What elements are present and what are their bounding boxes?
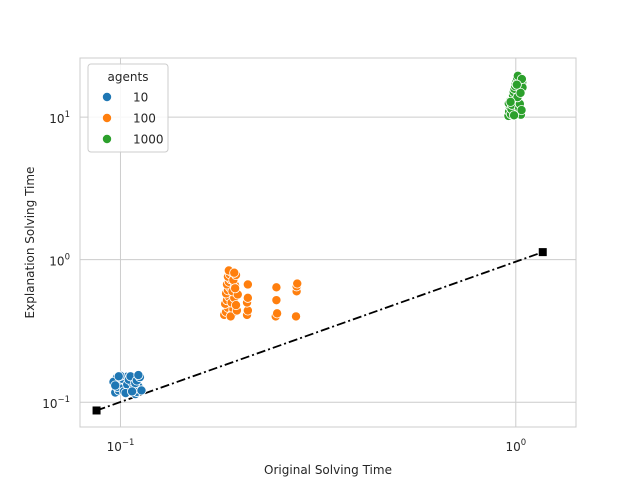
legend-marker-10 bbox=[102, 92, 113, 103]
reference-marker bbox=[538, 248, 547, 257]
reference-line-group bbox=[92, 248, 547, 415]
reference-line bbox=[96, 251, 544, 412]
data-point-1000 bbox=[505, 96, 516, 107]
legend-label-1000: 1000 bbox=[133, 133, 164, 147]
x-tick-label: 100 bbox=[505, 438, 526, 454]
data-point-100 bbox=[230, 283, 241, 294]
data-point-10 bbox=[133, 370, 144, 381]
data-point-1000 bbox=[509, 110, 520, 121]
x-axis-label: Original Solving Time bbox=[264, 463, 392, 477]
data-points bbox=[108, 70, 528, 400]
data-point-100 bbox=[292, 278, 303, 289]
legend-box bbox=[87, 63, 169, 153]
plot-frame bbox=[79, 57, 577, 428]
data-point-100 bbox=[271, 282, 282, 293]
legend-marker-1000 bbox=[102, 133, 113, 144]
legend-title: agents bbox=[108, 70, 149, 84]
legend-items: 10 100 1000 bbox=[102, 91, 164, 147]
y-tick-label: 101 bbox=[49, 110, 70, 126]
legend-label-10: 10 bbox=[133, 91, 148, 105]
data-point-10 bbox=[113, 371, 124, 382]
legend-marker-100 bbox=[102, 113, 113, 124]
legend: agents 10 100 1000 bbox=[87, 63, 169, 153]
data-point-100 bbox=[291, 311, 302, 322]
legend-label-100: 100 bbox=[133, 112, 156, 126]
data-point-1000 bbox=[511, 79, 522, 90]
data-point-100 bbox=[231, 300, 242, 311]
data-point-100 bbox=[225, 311, 236, 322]
y-tick-labels: 10−1 100 101 bbox=[42, 110, 70, 411]
data-point-100 bbox=[242, 292, 253, 303]
data-point-10 bbox=[110, 380, 121, 391]
data-point-100 bbox=[229, 267, 240, 278]
x-tick-label: 10−1 bbox=[107, 438, 135, 454]
reference-marker bbox=[92, 406, 101, 415]
data-point-10 bbox=[136, 385, 147, 396]
y-axis-label: Explanation Solving Time bbox=[23, 167, 37, 319]
data-point-10 bbox=[127, 386, 138, 397]
y-tick-label: 10−1 bbox=[42, 395, 70, 411]
y-tick-label: 100 bbox=[49, 253, 70, 269]
data-point-100 bbox=[242, 279, 253, 290]
x-tick-labels: 10−1 100 bbox=[107, 438, 527, 454]
data-point-1000 bbox=[515, 87, 526, 98]
data-point-100 bbox=[272, 308, 283, 319]
data-point-1000 bbox=[516, 105, 527, 116]
data-point-100 bbox=[271, 295, 282, 306]
